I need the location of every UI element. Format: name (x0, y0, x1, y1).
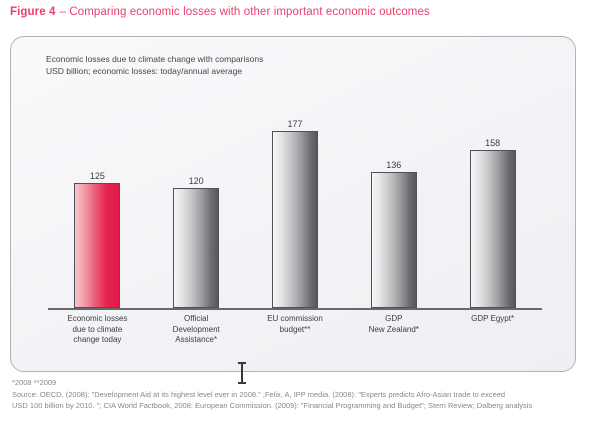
bar-highlighted (74, 183, 121, 308)
bar-column: 177 (246, 119, 345, 308)
bar-value-label: 158 (485, 138, 501, 148)
x-axis-category-label: GDP New Zealand* (368, 314, 419, 334)
chart-subtitle-line2: USD billion; economic losses: today/annu… (46, 65, 243, 76)
bar-default (469, 150, 516, 308)
chart-subtitle: Economic losses due to climate change wi… (46, 54, 263, 77)
bar-column: 120 (147, 176, 246, 308)
bar-default (271, 131, 318, 308)
x-axis-category-label: Official Development Assistance* (172, 314, 220, 344)
source-line1: Source: OECD. (2008): "Development Aid a… (12, 390, 506, 399)
chart-subtitle-line1: Economic losses due to climate change wi… (46, 54, 264, 64)
i-beam-cursor-bottom (238, 382, 246, 384)
x-axis-category-label: Economic losses due to climate change to… (67, 314, 128, 344)
bar-value-label: 177 (287, 119, 303, 129)
figure-title: Figure 4– Comparing economic losses with… (10, 6, 430, 18)
bar-column: 125 (48, 171, 147, 308)
x-axis-labels: Economic losses due to climate change to… (48, 314, 542, 346)
bar-default (173, 188, 220, 308)
bar-value-label: 136 (386, 160, 402, 170)
footnote: *2008 **2009 (12, 378, 57, 387)
x-axis-line (48, 308, 542, 310)
bar-default (370, 172, 417, 308)
source-text: Source: OECD. (2008): "Development Aid a… (12, 389, 594, 411)
bar-value-label: 125 (89, 171, 105, 181)
chart-panel: Economic losses due to climate change wi… (10, 36, 576, 372)
source-line2: USD 100 billion by 2010. "; CIA World Fa… (12, 401, 533, 410)
bar-column: 136 (344, 160, 443, 308)
plot-area: 125 120 177 136 158 (48, 37, 542, 308)
x-axis-category-label: GDP Egypt* (471, 314, 515, 323)
bar-value-label: 120 (188, 176, 204, 186)
figure-label: Figure 4 (10, 6, 56, 18)
i-beam-cursor (237, 362, 247, 384)
i-beam-cursor-stem (241, 363, 243, 383)
x-axis-category-label: EU commission budget** (267, 314, 323, 334)
figure-title-text: – Comparing economic losses with other i… (59, 6, 430, 18)
bar-column: 158 (443, 138, 542, 308)
